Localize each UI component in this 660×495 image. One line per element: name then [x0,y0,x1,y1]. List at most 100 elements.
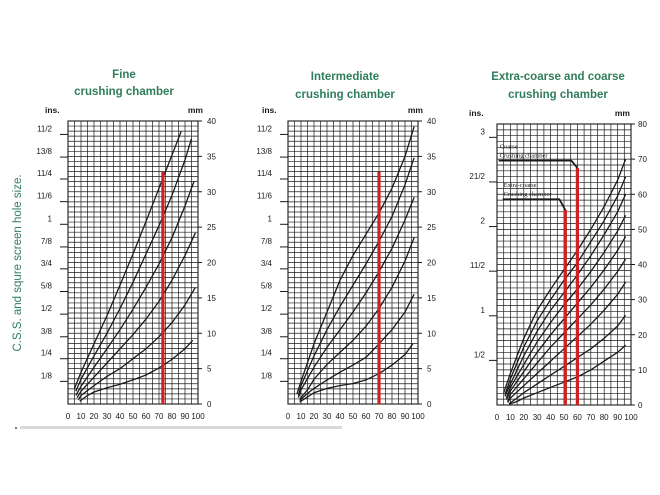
x-tick-label: 80 [168,412,177,421]
left-tick-label: 1/8 [41,371,53,380]
curve-line-5 [299,294,415,401]
left-tick-label: 5/8 [261,282,273,291]
left-tick-label: 1/2 [41,304,53,313]
x-tick-label: 60 [573,413,582,422]
x-tick-label: 10 [77,412,86,421]
left-tick-label: 11/6 [257,192,273,201]
right-tick-label: 25 [427,223,436,232]
bottom-dot [15,427,17,429]
x-tick-label: 20 [519,413,528,422]
chart-panel-1: Fine crushing chamber ins. mm 1/8 1/4 3/8 1/2 5/… [36,69,216,421]
right-tick-label: 30 [427,188,436,197]
x-tick-label: 20 [310,412,319,421]
left-tick-label: 1/4 [41,349,53,358]
right-tick-label: 0 [207,400,212,409]
right-tick-label: 25 [207,223,216,232]
right-tick-label: 20 [427,259,436,268]
annotation-label: Crushing chamber [504,191,553,198]
annotation-leader-line [502,198,567,211]
x-tick-label: 50 [560,413,569,422]
right-tick-label: 0 [427,400,432,409]
curve-line-4 [76,232,196,398]
curve-line-3 [75,180,195,396]
right-tick-label: 60 [638,190,647,199]
annotation-label: Crushing chamber [500,153,549,160]
grid [67,120,199,405]
right-tick-label: 80 [638,120,647,129]
right-tick-label: 30 [207,188,216,197]
right-tick-label: 5 [427,365,432,374]
annotation-label: Coarse [500,144,518,151]
left-tick-label: 11/4 [257,169,273,178]
x-tick-label: 70 [375,412,384,421]
curve-line-3 [297,197,415,398]
x-tick-label: 70 [586,413,595,422]
left-tick-label: 3/4 [261,259,273,268]
right-tick-label: 35 [427,152,436,161]
left-tick-label: 1/8 [261,371,273,380]
curve-line-6 [299,343,414,403]
right-tick-label: 40 [207,117,216,126]
left-tick-label: 11/2 [470,261,486,270]
y-axis-side-label: C.S.S. and squre screen hole size. [12,174,24,351]
x-tick-label: 90 [181,412,190,421]
left-tick-label: 1 [48,214,53,223]
right-tick-label: 15 [207,294,216,303]
right-tick-label: 10 [427,329,436,338]
right-tick-label: 35 [207,152,216,161]
right-tick-label: 70 [638,155,647,164]
x-tick-label: 0 [495,413,500,422]
x-tick-label: 40 [546,413,555,422]
x-tick-label: 40 [116,412,125,421]
chart-title-line: Extra-coarse and coarse [491,71,625,83]
chart-panel-3: Extra-coarse and coarse crushing chamber i… [469,71,647,422]
x-tick-label: 60 [142,412,151,421]
x-tick-label: 30 [323,412,332,421]
left-tick-label: 3/4 [41,259,53,268]
curve-line-2 [297,157,415,396]
x-tick-label: 80 [388,412,397,421]
bottom-scroll-rule [20,426,342,429]
left-tick-label: 1/2 [261,304,273,313]
right-tick-label: 40 [638,261,647,270]
left-tick-label: 7/8 [261,237,273,246]
x-tick-label: 40 [336,412,345,421]
left-tick-label: 11/6 [37,192,53,201]
right-tick-label: 10 [207,329,216,338]
x-tick-label: 90 [613,413,622,422]
right-tick-label: 5 [207,365,212,374]
chart-panel-2: Intermediate crushing chamber ins. mm 1/8 1/4… [256,71,436,421]
left-tick-label: 2 [481,217,486,226]
right-tick-label: 0 [638,401,643,410]
chart-title-line: crushing chamber [74,86,174,98]
left-tick-label: 3/8 [41,327,53,336]
x-tick-label: 90 [401,412,410,421]
right-tick-label: 15 [427,294,436,303]
chart-title-line: crushing chamber [295,89,395,101]
x-tick-label: 10 [297,412,306,421]
curve-line-1 [73,131,182,389]
left-tick-label: 13/8 [256,147,272,156]
x-tick-label: 60 [362,412,371,421]
curve-line-5 [77,286,196,401]
right-tick-label: 20 [638,331,647,340]
x-tick-label: 50 [349,412,358,421]
x-tick-label: 100 [624,413,638,422]
right-tick-label: 40 [427,117,436,126]
left-unit-label: ins. [262,105,277,115]
left-tick-label: 1 [268,214,273,223]
left-tick-label: 11/2 [37,124,53,133]
x-tick-label: 70 [155,412,164,421]
right-unit-label: mm [188,105,204,115]
left-tick-label: 5/8 [41,282,53,291]
left-tick-label: 21/2 [469,172,485,181]
curve-line-2 [75,138,193,392]
x-tick-label: 100 [411,412,425,421]
x-tick-label: 30 [103,412,112,421]
left-tick-label: 11/2 [257,124,273,133]
right-tick-label: 20 [207,259,216,268]
annotation-leader-line [498,159,579,169]
curve-line-1 [296,126,415,394]
left-unit-label: ins. [469,108,484,118]
